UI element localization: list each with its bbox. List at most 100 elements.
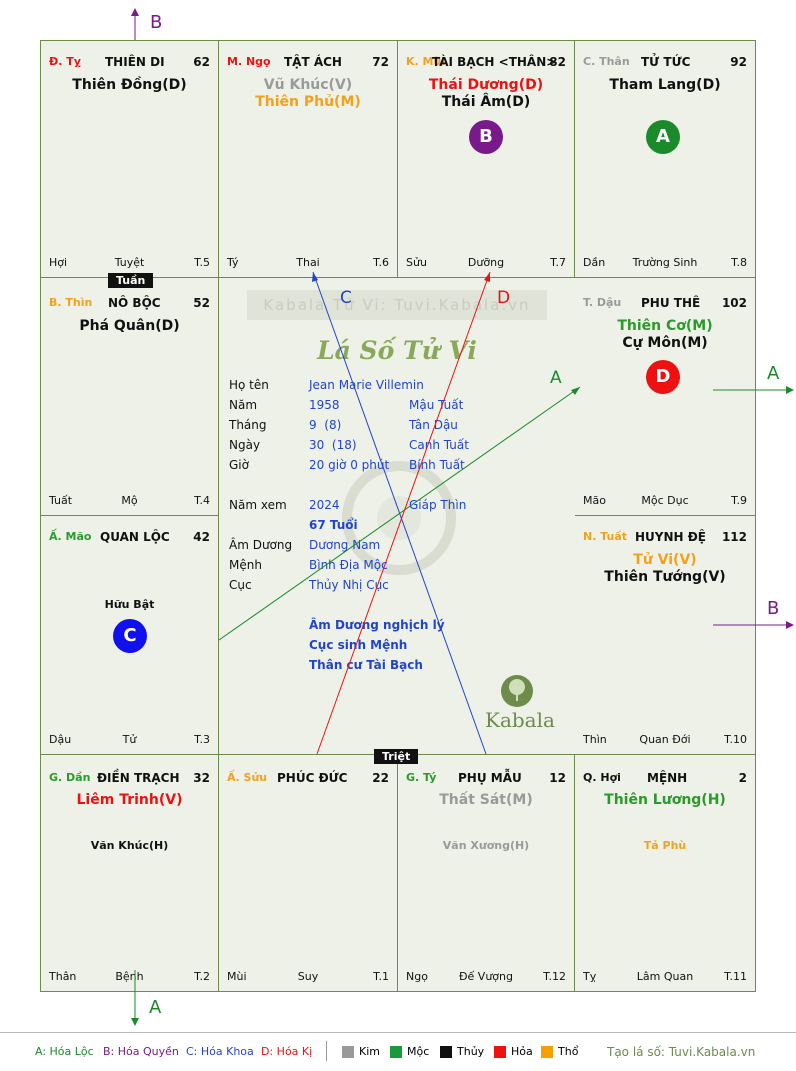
line-label-a: A (550, 368, 562, 388)
center-panel: Kabala Tử Vi: Tuvi.Kabala.vn Lá Số Tử Vi… (219, 278, 575, 754)
info-label: Giờ (229, 458, 249, 472)
bagua-emblem (342, 461, 456, 575)
info-value: 20 giờ 0 phút (309, 458, 390, 472)
info-value: Thủy Nhị Cục (309, 578, 389, 592)
palace-name: TẬT ÁCH (284, 55, 342, 69)
info-value: Jean Marie Villemin (309, 378, 424, 392)
line-c (312, 271, 487, 755)
info-value: 1958 (309, 398, 340, 412)
can-chi: C. Thân (583, 55, 630, 68)
palace-menh[interactable]: Q. Hợi MỆNH 2 Thiên Lương(H) Tả Phù Tỵ L… (574, 754, 756, 992)
can-chi: Ấ. Mão (49, 530, 92, 543)
earthly-branch: Ngọ (406, 970, 428, 983)
palace-no-boc[interactable]: B. Thìn NÔ BỘC 52 Phá Quân(D) Tuất Mộ T.… (40, 277, 219, 516)
legend-hoa-ki: D: Hóa Kị (261, 1045, 313, 1058)
life-stage: Đế Vượng (459, 970, 513, 983)
info-label: Âm Dương (229, 538, 293, 552)
palace-number: 72 (372, 55, 389, 69)
legend-thuy: Thủy (457, 1045, 485, 1058)
main-star: Thái Âm(D) (441, 94, 531, 110)
palace-name: PHỤ MẪU (458, 771, 522, 785)
earthly-branch: Tỵ (583, 970, 597, 983)
swatch-kim (342, 1046, 354, 1058)
life-stage: Quan Đới (639, 733, 691, 746)
brand-name: Kabala (485, 708, 555, 732)
life-stage: Tuyệt (114, 256, 145, 269)
palace-huynh-de[interactable]: N. Tuất HUYNH ĐỆ 112 Tử Vi(V) Thiên Tướn… (574, 515, 756, 755)
life-stage: Tử (122, 733, 137, 746)
palace-thien-di[interactable]: Đ. Tỵ THIÊN DI 62 Thiên Đồng(D) Hợi Tuyệ… (40, 40, 219, 278)
arrow-label-a-bottom: A (149, 997, 162, 1018)
nam-xem-label: Năm xem (229, 498, 287, 512)
info-label: Ngày (229, 438, 261, 452)
palace-name: NÔ BỘC (108, 296, 161, 310)
main-star: Thiên Lương(H) (604, 792, 726, 808)
info-label: Mệnh (229, 558, 262, 572)
main-star: Cự Môn(M) (622, 335, 708, 351)
can-chi: T. Dậu (583, 296, 622, 309)
palace-tu-tuc[interactable]: C. Thân TỬ TỨC 92 Tham Lang(D) A Dần Trư… (574, 40, 756, 278)
main-star: Phá Quân(D) (79, 318, 180, 334)
swatch-tho (541, 1046, 553, 1058)
legend-divider (326, 1041, 327, 1061)
palace-index: T.8 (731, 256, 747, 269)
palace-index: T.1 (373, 970, 389, 983)
life-stage: Mộc Dục (641, 494, 689, 507)
earthly-branch: Dậu (49, 733, 72, 746)
credit-link[interactable]: Tạo lá số: Tuvi.Kabala.vn (607, 1045, 756, 1059)
info-label: Cục (229, 578, 252, 592)
palace-number: 32 (193, 771, 210, 785)
palace-phu-mau[interactable]: G. Tý PHỤ MẪU 12 Thất Sát(M) Văn Xương(H… (397, 754, 575, 992)
arrow-label-b-right: B (767, 598, 780, 619)
can-chi: N. Tuất (583, 530, 628, 543)
palace-index: T.9 (731, 494, 747, 507)
palace-tat-ach[interactable]: M. Ngọ TẬT ÁCH 72 Vũ Khúc(V) Thiên Phủ(M… (218, 40, 398, 278)
palace-index: T.10 (724, 733, 747, 746)
info-value: 9 (8) (309, 418, 342, 432)
earthly-branch: Tuất (49, 494, 73, 507)
minor-star: Hữu Bật (104, 598, 155, 611)
info-can-chi: Tân Dậu (409, 418, 458, 432)
palace-number: 82 (549, 55, 566, 69)
life-stage: Suy (297, 970, 319, 983)
palace-dien-trach[interactable]: G. Dần ĐIỀN TRẠCH 32 Liêm Trinh(V) Văn K… (40, 754, 219, 992)
palace-index: T.12 (543, 970, 566, 983)
palace-index: T.11 (724, 970, 747, 983)
palace-quan-loc[interactable]: Ấ. Mão QUAN LỘC 42 Hữu Bật C Dậu Tử T.3 (40, 515, 219, 755)
chart-title: Lá Số Tử Vi (317, 336, 477, 365)
info-label: Tháng (229, 418, 267, 432)
can-chi: Ấ. Sửu (227, 771, 268, 784)
life-stage: Mộ (121, 494, 138, 507)
legend-hoa-quyen: B: Hóa Quyền (103, 1045, 179, 1058)
arrow-label-a-right: A (767, 363, 780, 384)
legend-hoa: Hỏa (511, 1045, 533, 1058)
legend-tho: Thổ (558, 1045, 579, 1058)
legend-bar: A: Hóa Lộc B: Hóa Quyền C: Hóa Khoa D: H… (0, 1032, 796, 1071)
can-chi: G. Dần (49, 771, 91, 784)
can-chi: B. Thìn (49, 296, 93, 309)
life-stage: Trường Sinh (632, 256, 698, 269)
info-value: Bình Địa Mộc (309, 558, 388, 572)
legend-hoa-khoa: C: Hóa Khoa (186, 1045, 254, 1058)
tree-logo-icon (501, 675, 533, 707)
age: 67 Tuổi (309, 518, 358, 532)
palace-name: MỆNH (647, 771, 688, 785)
line-label-d: D (497, 288, 511, 308)
main-star: Vũ Khúc(V) (263, 77, 353, 93)
earthly-branch: Thìn (583, 733, 607, 746)
palace-phuc-duc[interactable]: Ấ. Sửu PHÚC ĐỨC 22 Mùi Suy T.1 (218, 754, 398, 992)
tuan-tag: Tuần (108, 273, 154, 288)
line-d (316, 271, 491, 755)
palace-index: T.3 (194, 733, 210, 746)
legend-moc: Mộc (407, 1045, 430, 1058)
palace-name: THIÊN DI (105, 55, 165, 69)
can-chi: Đ. Tỵ (49, 55, 81, 68)
palace-name: TÀI BẠCH <THÂN> (432, 55, 557, 69)
life-stage: Lâm Quan (636, 970, 694, 983)
earthly-branch: Mùi (227, 970, 247, 983)
palace-phu-the[interactable]: T. Dậu PHU THÊ 102 Thiên Cơ(M) Cự Môn(M)… (574, 277, 756, 516)
earthly-branch: Hợi (49, 256, 68, 269)
palace-index: T.7 (550, 256, 566, 269)
info-label: Họ tên (229, 378, 269, 392)
